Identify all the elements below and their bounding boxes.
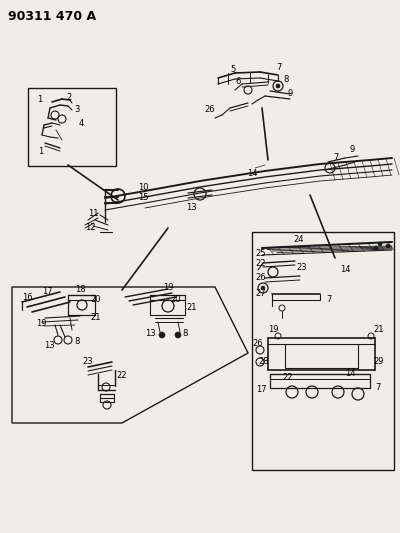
Text: 8: 8 [182, 329, 187, 338]
Text: 2: 2 [66, 93, 71, 101]
Circle shape [374, 246, 378, 250]
Text: 20: 20 [90, 295, 100, 304]
Text: 8: 8 [283, 76, 288, 85]
Text: 24: 24 [293, 236, 304, 245]
Text: 21: 21 [90, 313, 100, 322]
Text: 21: 21 [186, 303, 196, 312]
Text: 14: 14 [345, 369, 356, 378]
Text: 23: 23 [296, 262, 307, 271]
Text: 25: 25 [255, 248, 266, 257]
Text: 26: 26 [252, 340, 263, 349]
Circle shape [276, 84, 280, 88]
Text: 19: 19 [163, 282, 174, 292]
Text: 13: 13 [186, 203, 197, 212]
Text: 20: 20 [170, 295, 180, 304]
Text: 9: 9 [349, 144, 354, 154]
Text: 18: 18 [75, 286, 86, 295]
Text: 5: 5 [230, 64, 235, 74]
Text: 13: 13 [44, 342, 55, 351]
Bar [252, 232, 394, 470]
Text: 16: 16 [22, 294, 33, 303]
Circle shape [159, 332, 165, 338]
Text: 26: 26 [204, 106, 215, 115]
Polygon shape [12, 287, 248, 423]
Text: 26: 26 [255, 273, 266, 282]
Text: 22: 22 [255, 260, 266, 269]
Text: 4: 4 [79, 118, 84, 127]
Circle shape [261, 286, 265, 290]
Text: 19: 19 [268, 326, 278, 335]
Text: 9: 9 [288, 90, 293, 99]
Text: 17: 17 [256, 385, 267, 394]
Text: 8: 8 [74, 337, 79, 346]
Text: 7: 7 [333, 152, 338, 161]
Text: 13: 13 [145, 329, 156, 338]
Text: 23: 23 [82, 358, 93, 367]
Circle shape [175, 332, 181, 338]
Text: 14: 14 [340, 265, 350, 274]
Text: 90311 470 A: 90311 470 A [8, 10, 96, 22]
Circle shape [378, 242, 382, 246]
Text: 11: 11 [88, 209, 98, 219]
Text: 29: 29 [373, 358, 384, 367]
Bar [28, 88, 116, 166]
Text: 21: 21 [373, 326, 384, 335]
Text: 3: 3 [74, 106, 79, 115]
Text: 14: 14 [247, 169, 258, 179]
Text: 12: 12 [85, 223, 96, 232]
Text: 1: 1 [38, 148, 43, 157]
Text: 7: 7 [276, 63, 281, 72]
Text: 27: 27 [255, 288, 266, 297]
Text: 7: 7 [326, 295, 331, 304]
Text: 19: 19 [36, 319, 46, 328]
Text: 22: 22 [116, 370, 126, 379]
Text: 22: 22 [282, 373, 292, 382]
Text: 28: 28 [258, 358, 269, 367]
Text: 17: 17 [42, 287, 53, 296]
Text: 1: 1 [37, 95, 42, 104]
Text: 10: 10 [138, 183, 148, 192]
Text: 7: 7 [375, 384, 380, 392]
Circle shape [386, 244, 390, 248]
Text: 15: 15 [138, 192, 148, 201]
Text: 6: 6 [235, 77, 240, 86]
